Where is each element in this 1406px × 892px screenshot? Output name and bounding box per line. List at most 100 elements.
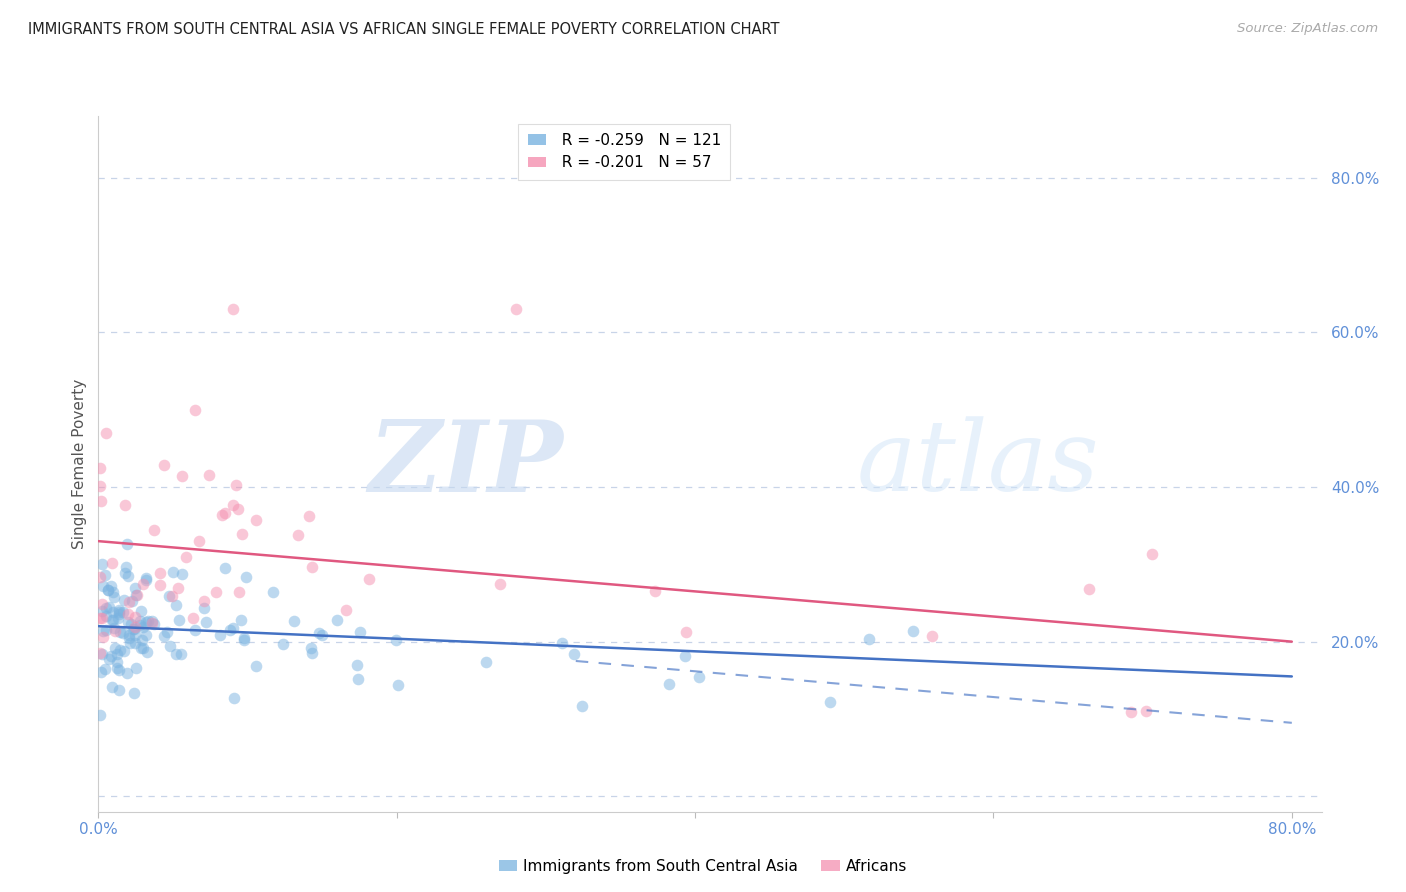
Point bbox=[301, 560, 323, 574]
Point bbox=[124, 620, 146, 634]
Point bbox=[1121, 705, 1143, 719]
Point bbox=[105, 647, 128, 661]
Point bbox=[118, 632, 141, 646]
Point bbox=[184, 623, 207, 637]
Point bbox=[349, 624, 371, 639]
Point bbox=[108, 607, 131, 621]
Point bbox=[205, 585, 228, 599]
Point bbox=[235, 570, 257, 584]
Point bbox=[505, 302, 527, 317]
Point bbox=[131, 633, 153, 648]
Point bbox=[562, 647, 585, 661]
Point bbox=[97, 652, 120, 666]
Point bbox=[658, 677, 681, 691]
Point bbox=[231, 527, 253, 541]
Point bbox=[96, 609, 118, 624]
Point bbox=[101, 613, 124, 627]
Point bbox=[170, 647, 193, 661]
Point bbox=[114, 498, 136, 512]
Point bbox=[167, 613, 190, 627]
Point bbox=[233, 633, 256, 648]
Point bbox=[112, 593, 135, 607]
Point bbox=[1135, 705, 1157, 719]
Point bbox=[858, 632, 880, 646]
Point bbox=[222, 690, 245, 705]
Point bbox=[262, 585, 284, 599]
Point bbox=[165, 647, 187, 661]
Point bbox=[100, 648, 122, 663]
Legend: Immigrants from South Central Asia, Africans: Immigrants from South Central Asia, Afri… bbox=[494, 853, 912, 880]
Point bbox=[136, 645, 159, 659]
Point bbox=[118, 595, 141, 609]
Point bbox=[105, 660, 128, 674]
Point bbox=[135, 628, 157, 642]
Point bbox=[195, 615, 218, 629]
Point bbox=[193, 593, 215, 607]
Point bbox=[571, 698, 593, 713]
Point bbox=[108, 603, 131, 617]
Point bbox=[120, 616, 142, 631]
Point bbox=[174, 550, 197, 565]
Point bbox=[90, 558, 112, 572]
Point bbox=[94, 425, 117, 440]
Point bbox=[94, 623, 117, 637]
Point bbox=[301, 646, 323, 660]
Point bbox=[98, 600, 121, 615]
Point bbox=[90, 494, 112, 508]
Y-axis label: Single Female Poverty: Single Female Poverty bbox=[72, 379, 87, 549]
Point bbox=[149, 566, 172, 581]
Point bbox=[108, 682, 131, 697]
Point bbox=[219, 623, 242, 637]
Point bbox=[89, 461, 111, 475]
Point bbox=[225, 478, 247, 492]
Point bbox=[91, 647, 114, 661]
Point bbox=[901, 624, 924, 638]
Point bbox=[108, 642, 131, 657]
Point bbox=[387, 678, 409, 692]
Point bbox=[488, 577, 510, 591]
Point bbox=[311, 627, 333, 641]
Point bbox=[818, 696, 841, 710]
Point bbox=[104, 624, 127, 638]
Point bbox=[675, 624, 697, 639]
Point bbox=[103, 621, 125, 635]
Point bbox=[122, 622, 145, 636]
Point bbox=[160, 589, 183, 603]
Point bbox=[91, 604, 114, 618]
Point bbox=[120, 636, 142, 650]
Point bbox=[172, 468, 194, 483]
Point bbox=[673, 649, 696, 664]
Point bbox=[111, 605, 134, 619]
Point bbox=[91, 579, 114, 593]
Legend:   R = -0.259   N = 121,   R = -0.201   N = 57: R = -0.259 N = 121, R = -0.201 N = 57 bbox=[519, 124, 731, 179]
Point bbox=[187, 533, 209, 548]
Point bbox=[298, 509, 321, 524]
Point bbox=[124, 636, 146, 650]
Point bbox=[166, 581, 188, 595]
Point bbox=[141, 615, 163, 630]
Point bbox=[101, 680, 124, 694]
Point bbox=[921, 629, 943, 643]
Point bbox=[214, 506, 236, 520]
Point bbox=[143, 617, 166, 632]
Point bbox=[132, 577, 155, 591]
Text: ZIP: ZIP bbox=[368, 416, 564, 512]
Point bbox=[357, 573, 380, 587]
Point bbox=[198, 467, 221, 482]
Point bbox=[162, 565, 184, 579]
Point bbox=[90, 665, 112, 679]
Point bbox=[221, 302, 243, 317]
Point bbox=[325, 613, 347, 627]
Point bbox=[222, 621, 245, 635]
Point bbox=[183, 611, 205, 625]
Point bbox=[129, 614, 152, 628]
Point bbox=[335, 603, 357, 617]
Point bbox=[384, 633, 406, 648]
Point bbox=[193, 601, 215, 615]
Point bbox=[104, 640, 127, 655]
Point bbox=[152, 458, 174, 473]
Point bbox=[228, 584, 250, 599]
Point bbox=[91, 631, 114, 645]
Point bbox=[245, 513, 267, 527]
Point bbox=[100, 556, 122, 570]
